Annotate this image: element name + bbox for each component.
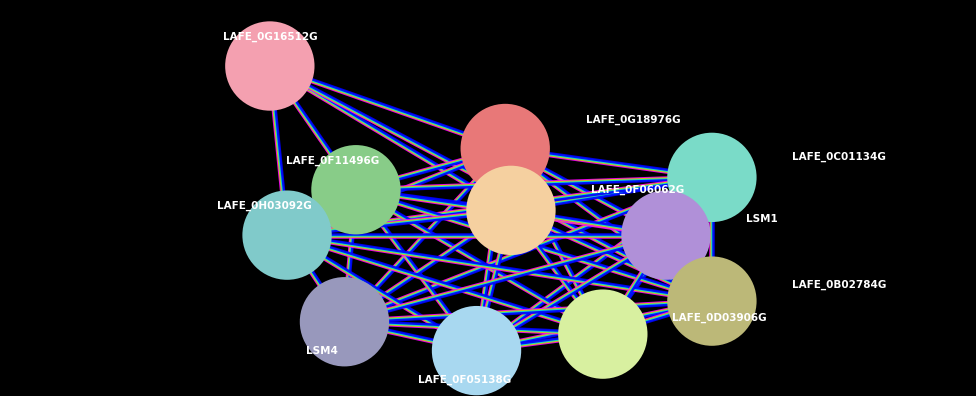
Ellipse shape	[669, 257, 755, 345]
Text: LAFE_0G16512G: LAFE_0G16512G	[223, 32, 317, 42]
Ellipse shape	[226, 22, 313, 110]
Text: LSM1: LSM1	[747, 213, 778, 224]
Text: LAFE_0B02784G: LAFE_0B02784G	[793, 280, 886, 290]
Text: LAFE_0D03906G: LAFE_0D03906G	[671, 312, 766, 323]
Ellipse shape	[243, 192, 331, 279]
Ellipse shape	[669, 134, 755, 221]
Text: LAFE_0F06062G: LAFE_0F06062G	[591, 185, 684, 195]
Ellipse shape	[623, 192, 710, 279]
Ellipse shape	[468, 167, 554, 254]
Text: LAFE_0C01134G: LAFE_0C01134G	[793, 152, 886, 162]
Ellipse shape	[312, 146, 399, 233]
Ellipse shape	[559, 291, 646, 378]
Text: LSM4: LSM4	[305, 346, 338, 356]
Ellipse shape	[301, 278, 388, 366]
Text: LAFE_0F11496G: LAFE_0F11496G	[286, 156, 380, 166]
Ellipse shape	[462, 105, 549, 192]
Ellipse shape	[433, 307, 520, 394]
Text: LAFE_0F05138G: LAFE_0F05138G	[419, 374, 511, 385]
Text: LAFE_0G18976G: LAFE_0G18976G	[586, 114, 680, 125]
Text: LAFE_0H03092G: LAFE_0H03092G	[217, 201, 311, 211]
